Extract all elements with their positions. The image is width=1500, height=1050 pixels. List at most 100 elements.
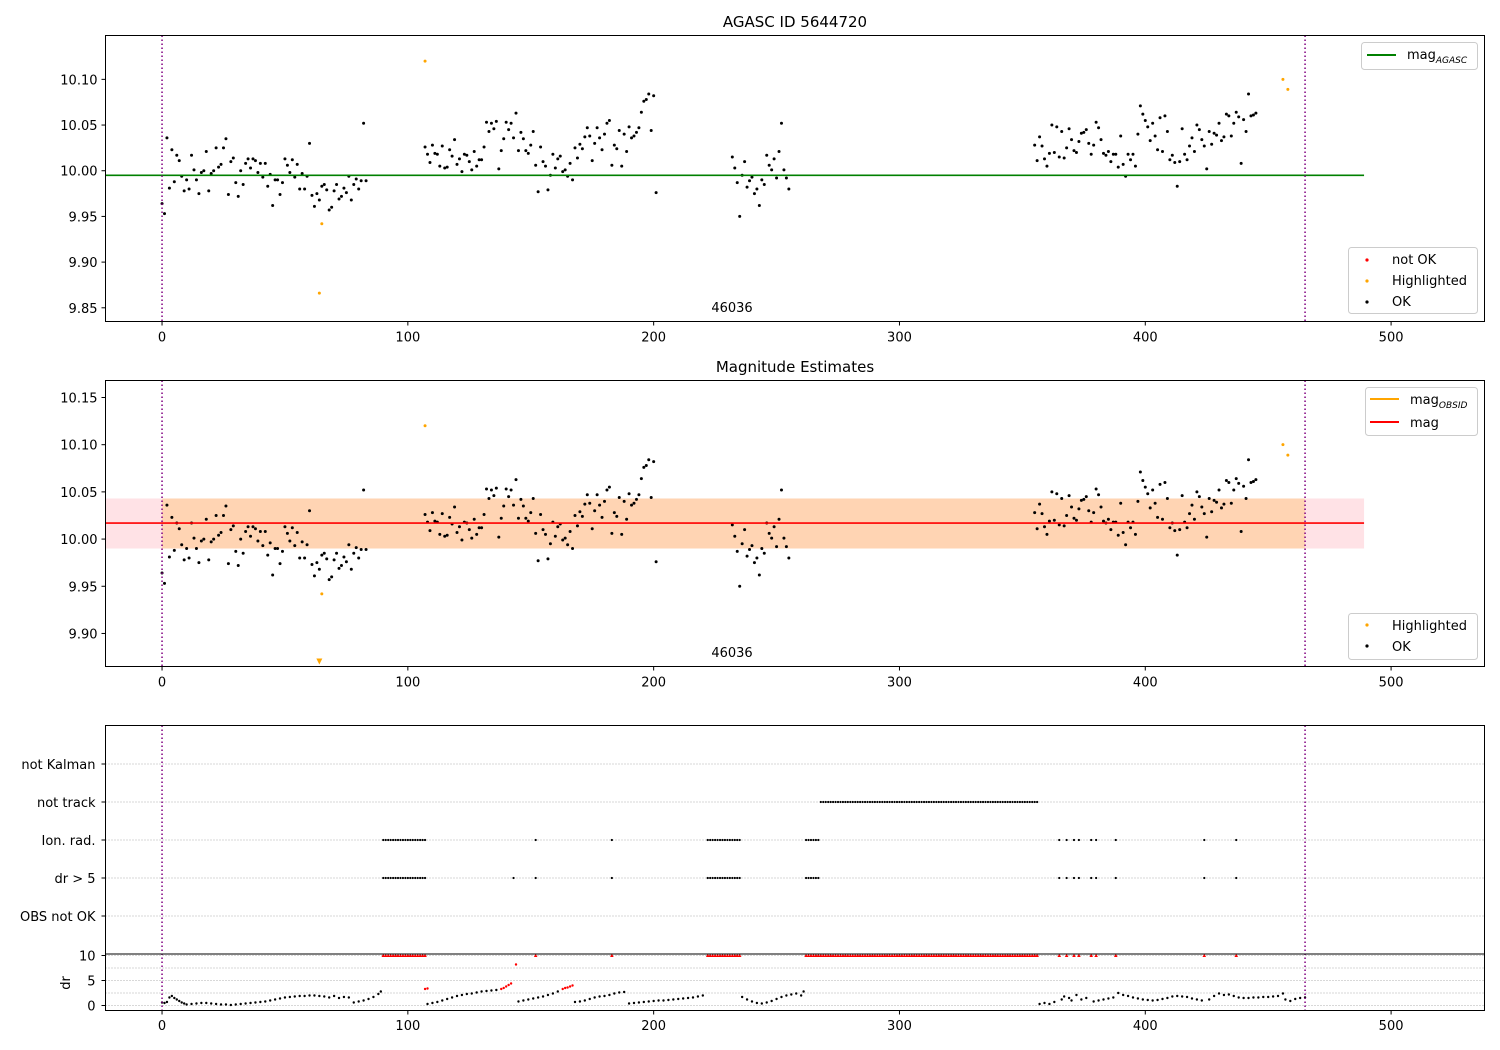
- ok-point: [748, 179, 752, 183]
- dr-high-point: [568, 985, 572, 988]
- ok-point: [303, 187, 307, 191]
- flag-point: [409, 876, 412, 880]
- dr-point: [441, 999, 444, 1002]
- ok-point: [480, 526, 484, 530]
- dr-clipped-marker: [1077, 953, 1081, 957]
- flag-point: [711, 838, 714, 842]
- dr-clipped-marker: [1089, 953, 1094, 957]
- dr-clipped-marker: [964, 953, 968, 957]
- ok-point: [1217, 488, 1221, 492]
- ok-point: [1062, 524, 1066, 528]
- ok-point: [637, 126, 641, 130]
- dr-clipped-marker: [1094, 953, 1098, 957]
- flag-point: [1114, 876, 1117, 880]
- ok-point: [637, 493, 641, 497]
- ok-point: [632, 134, 636, 138]
- ok-point: [167, 186, 171, 190]
- dr-point: [313, 994, 316, 997]
- flag-point: [401, 838, 405, 842]
- ok-point: [290, 526, 294, 530]
- ok-point: [1087, 141, 1091, 145]
- ok-point: [1158, 116, 1162, 120]
- ok-point: [784, 545, 788, 549]
- ok-point: [1232, 488, 1236, 492]
- ok-point: [1180, 127, 1184, 131]
- ok-point: [1089, 152, 1093, 156]
- ok-point: [526, 151, 530, 155]
- ok-point: [1116, 165, 1120, 169]
- dr-point: [770, 999, 773, 1003]
- dr-point: [342, 995, 346, 999]
- dr-clipped-marker: [934, 953, 939, 957]
- ok-point: [563, 536, 567, 540]
- flag-point: [706, 838, 709, 842]
- flag-point: [389, 838, 392, 842]
- dr-point: [1298, 996, 1302, 1000]
- ok-point: [1033, 511, 1037, 515]
- ok-point: [514, 478, 518, 482]
- ok-point: [600, 148, 604, 152]
- ok-point: [467, 160, 471, 164]
- dr-point: [475, 991, 478, 994]
- ok-point: [526, 519, 530, 523]
- flag-point: [610, 838, 613, 842]
- ok-point: [536, 190, 540, 194]
- ok-point: [453, 505, 457, 509]
- ok-point: [1055, 492, 1059, 496]
- flag-point: [949, 800, 953, 804]
- ok-point: [251, 157, 255, 161]
- flag-point: [809, 876, 813, 880]
- x-tick-label: 500: [1379, 1019, 1404, 1034]
- dr-clipped-marker: [386, 953, 390, 957]
- flag-point: [411, 838, 414, 842]
- ok-point: [779, 488, 783, 492]
- ok-point: [507, 128, 511, 132]
- flag-point: [817, 838, 820, 842]
- ok-point: [578, 510, 582, 514]
- ok-point: [273, 178, 277, 182]
- dr-clipped-marker: [735, 953, 740, 957]
- ok-point: [1237, 115, 1241, 119]
- dr-clipped-marker: [870, 953, 875, 957]
- flag-point: [844, 800, 847, 804]
- flag-point: [706, 876, 709, 880]
- ok-point: [762, 551, 766, 555]
- dr-point: [1121, 993, 1125, 997]
- ok-point: [475, 532, 479, 536]
- ok-point: [236, 194, 240, 198]
- dr-clipped-marker: [961, 953, 966, 957]
- ok-point: [327, 578, 331, 582]
- ok-point: [332, 558, 336, 562]
- ok-point: [1165, 496, 1169, 500]
- ok-point: [1242, 484, 1246, 488]
- dr-point: [1161, 997, 1164, 1001]
- dr-point: [323, 995, 326, 998]
- flag-point: [959, 800, 963, 804]
- ok-point: [251, 525, 255, 529]
- flag-point: [991, 800, 994, 804]
- flag-point: [964, 800, 967, 804]
- dr-clipped-marker: [836, 953, 840, 957]
- dr-point: [1151, 999, 1154, 1002]
- ok-point: [748, 547, 752, 551]
- dr-point: [795, 992, 798, 995]
- ok-point: [1232, 121, 1236, 125]
- ok-point: [423, 513, 427, 517]
- ok-point: [330, 205, 334, 209]
- flag-point: [836, 800, 840, 804]
- dr-clipped-marker: [393, 953, 398, 957]
- dr-clipped-marker: [846, 953, 850, 957]
- dr-point: [244, 1002, 247, 1005]
- ok-point: [443, 534, 447, 538]
- ok-point: [234, 549, 238, 553]
- ok-point: [1151, 121, 1155, 125]
- ok-point: [620, 532, 624, 536]
- dr-high-point: [502, 986, 505, 990]
- ok-point: [1119, 501, 1123, 505]
- ok-point: [497, 167, 501, 171]
- flag-point: [952, 800, 955, 804]
- ok-point: [266, 553, 270, 557]
- dr-clipped-marker: [919, 953, 924, 957]
- dr-point: [1262, 995, 1265, 999]
- ok-point: [1212, 131, 1216, 135]
